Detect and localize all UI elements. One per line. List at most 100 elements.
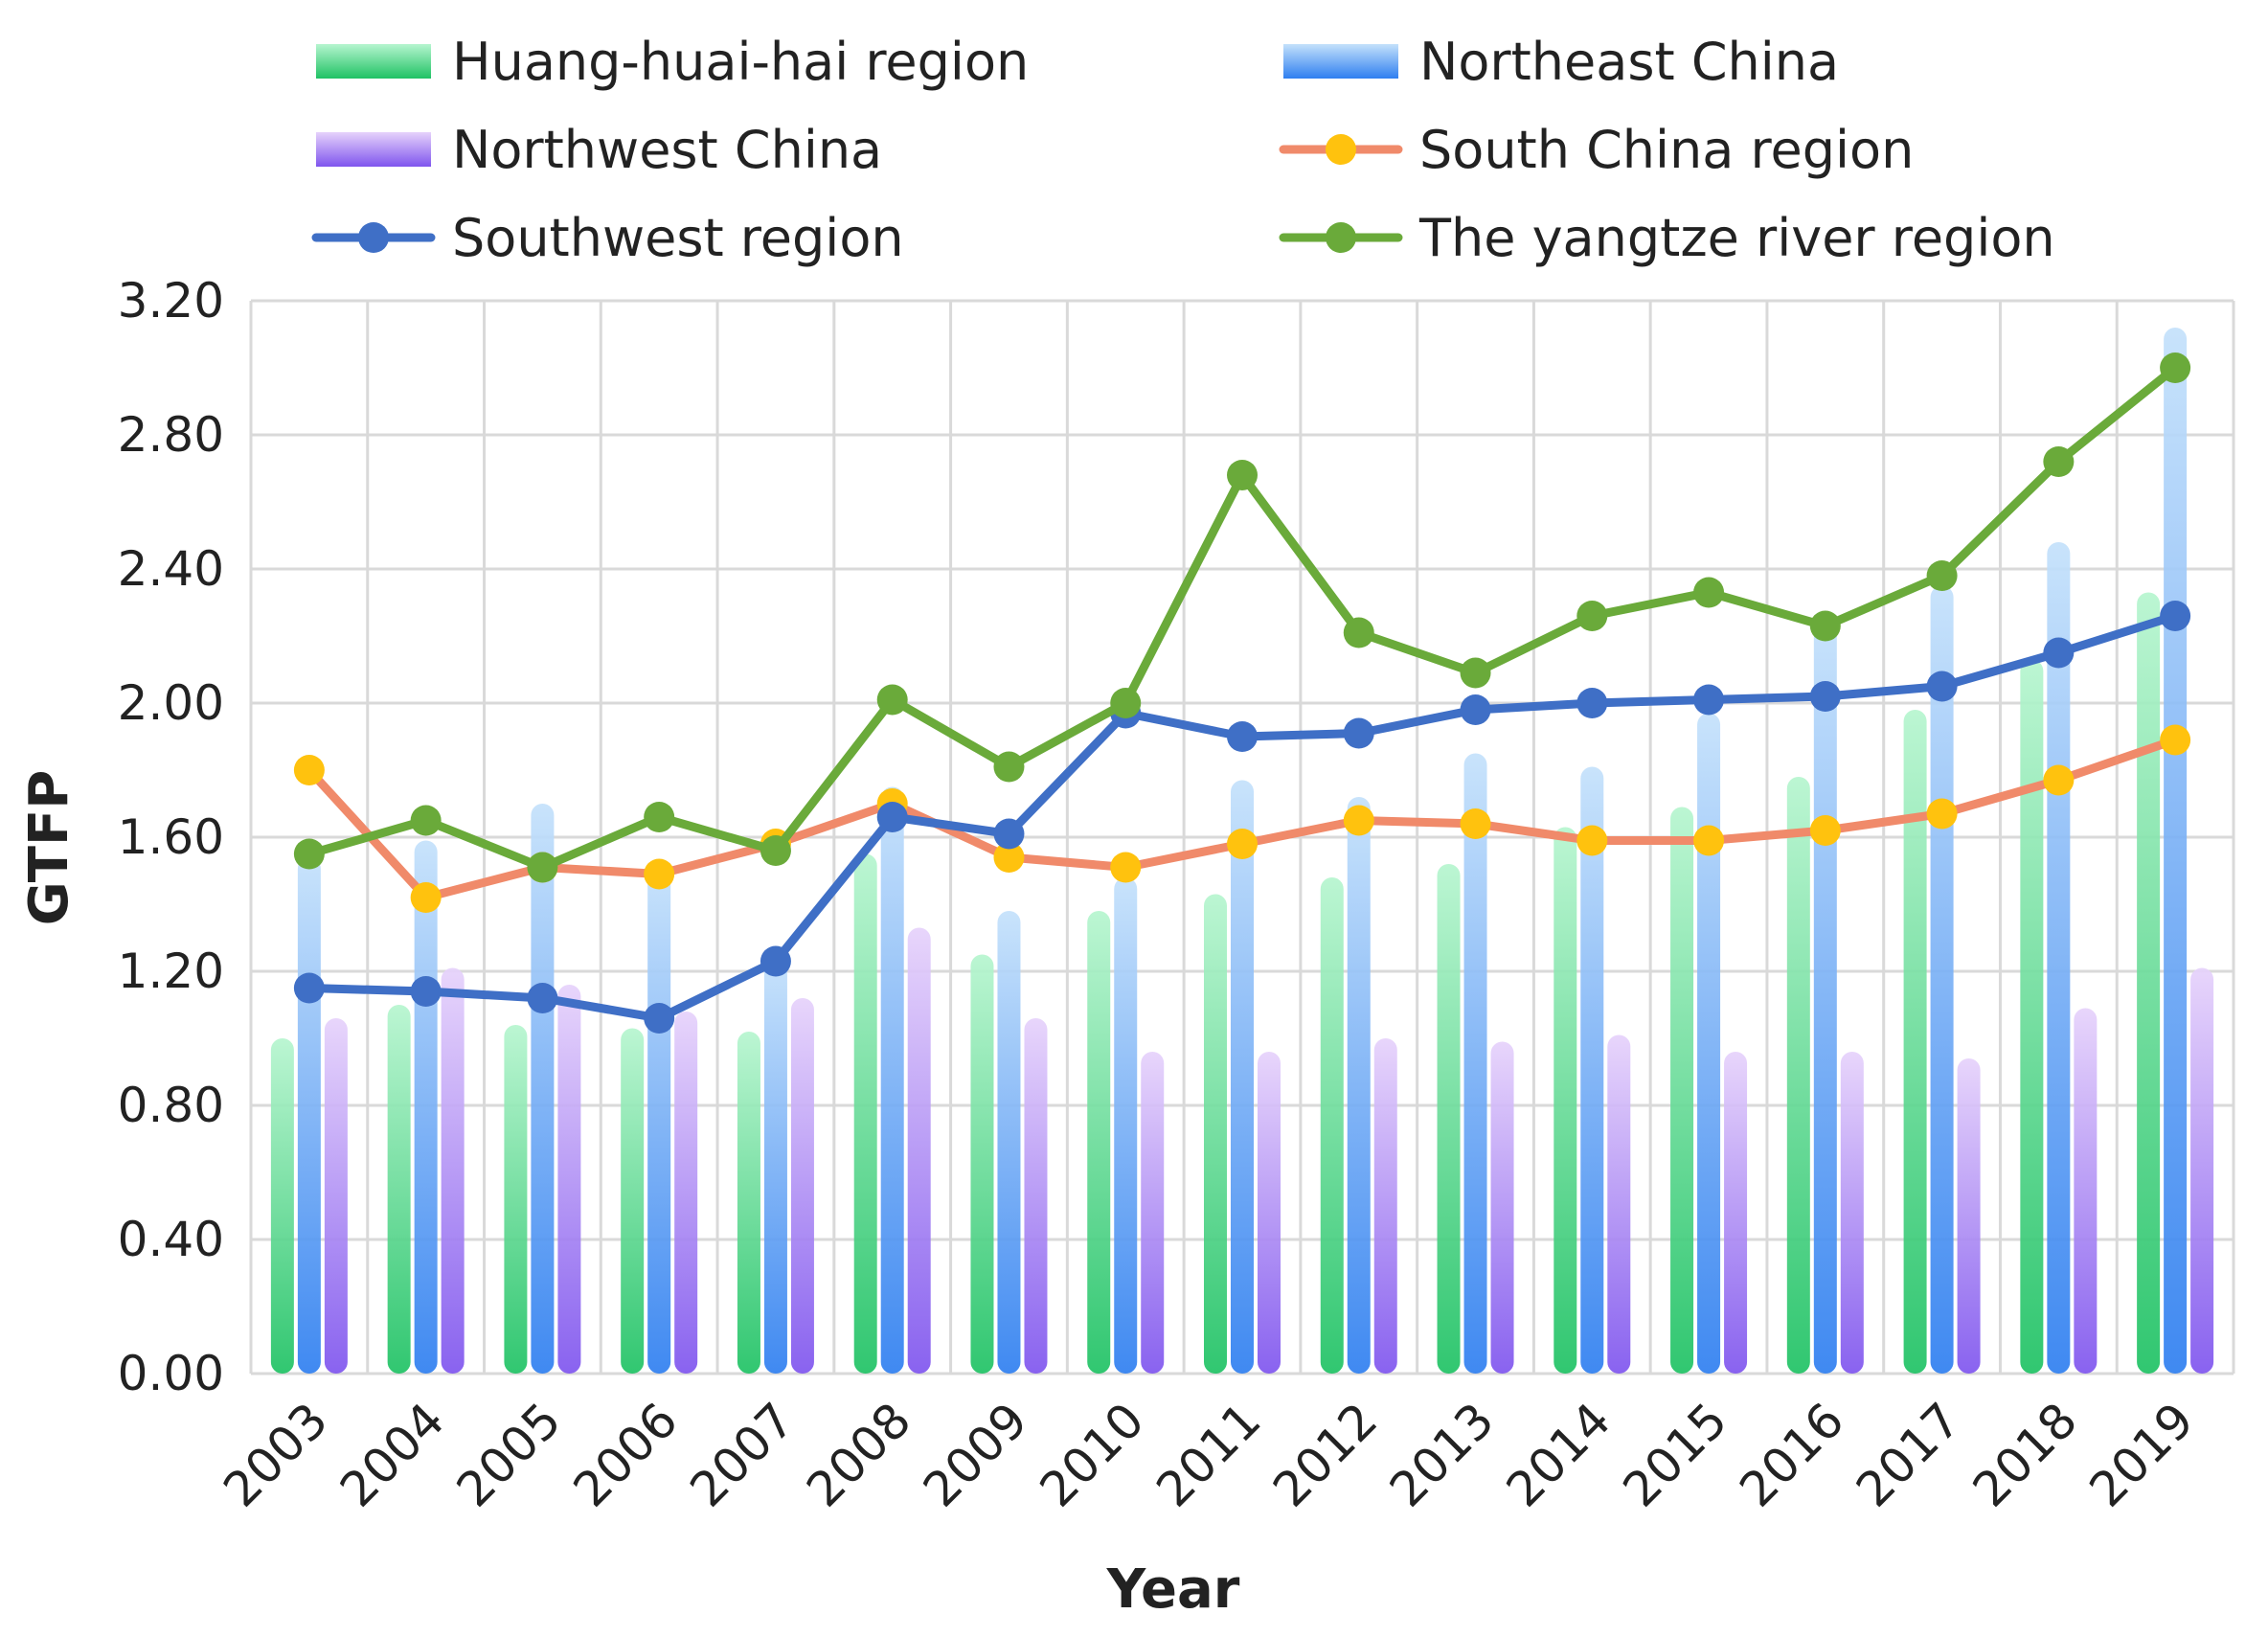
point-the-yangtze-river-region <box>644 802 675 832</box>
legend-item-northwest-china[interactable]: Northwest China <box>316 120 882 180</box>
legend-label: South China region <box>1419 120 1914 180</box>
legend-item-the-yangtze-river-region[interactable]: The yangtze river region <box>1279 208 2055 268</box>
bar-huang-huai-hai-region <box>970 954 994 1374</box>
point-the-yangtze-river-region <box>1227 460 1258 490</box>
bar-northwest-china <box>907 927 931 1374</box>
legend-label: Southwest region <box>452 208 904 268</box>
point-southwest-region <box>1460 694 1491 725</box>
bar-northwest-china <box>1840 1052 1864 1374</box>
x-tick-label: 2003 <box>213 1392 338 1517</box>
x-tick-label: 2010 <box>1030 1392 1155 1517</box>
point-the-yangtze-river-region <box>1343 617 1374 648</box>
x-axis-ticks: 2003200420052006200720082009201020112012… <box>213 1392 2204 1517</box>
x-tick-label: 2016 <box>1729 1392 1854 1517</box>
y-tick-label: 2.80 <box>118 407 224 463</box>
bar-northeast-china <box>1813 619 1837 1374</box>
point-the-yangtze-river-region <box>993 751 1025 783</box>
x-tick-label: 2017 <box>1846 1392 1971 1517</box>
point-the-yangtze-river-region <box>760 835 791 866</box>
y-tick-label: 2.40 <box>118 541 224 597</box>
bar-northwest-china <box>2190 967 2214 1374</box>
legend-item-northeast-china[interactable]: Northeast China <box>1283 32 1839 92</box>
y-tick-label: 2.00 <box>118 675 224 731</box>
bar-huang-huai-hai-region <box>2020 659 2044 1374</box>
point-south-china-region <box>2043 764 2075 796</box>
legend-item-south-china-region[interactable]: South China region <box>1279 120 1914 180</box>
y-tick-label: 1.60 <box>118 809 224 865</box>
point-south-china-region <box>1693 825 1725 856</box>
y-tick-label: 0.80 <box>118 1078 224 1133</box>
legend-label: Huang-huai-hai region <box>452 32 1029 92</box>
bar-northwest-china <box>790 998 814 1374</box>
legend-label: The yangtze river region <box>1418 208 2055 268</box>
bars <box>270 328 2214 1374</box>
bar-northeast-china <box>531 804 555 1374</box>
bar-northwest-china <box>441 967 465 1374</box>
legend: Huang-huai-hai region Northeast China Nort… <box>311 32 2055 268</box>
bar-northeast-china <box>1580 766 1604 1374</box>
bar-northeast-china <box>1463 753 1487 1374</box>
legend-label: Northeast China <box>1419 32 1839 92</box>
x-tick-label: 2019 <box>2079 1392 2205 1517</box>
point-southwest-region <box>1343 717 1374 749</box>
point-south-china-region <box>2160 724 2191 756</box>
point-the-yangtze-river-region <box>2160 352 2191 383</box>
x-tick-label: 2005 <box>446 1392 572 1517</box>
point-south-china-region <box>1809 815 1841 846</box>
legend-item-huang-huai-hai-region[interactable]: Huang-huai-hai region <box>316 32 1029 92</box>
bar-northeast-china <box>1930 585 1954 1374</box>
legend-item-southwest-region[interactable]: Southwest region <box>311 208 904 268</box>
point-the-yangtze-river-region <box>527 852 558 883</box>
bar-huang-huai-hai-region <box>853 853 877 1374</box>
bar-northeast-china <box>997 911 1021 1374</box>
point-the-yangtze-river-region <box>1110 688 1142 718</box>
point-the-yangtze-river-region <box>1576 601 1608 631</box>
point-the-yangtze-river-region <box>410 805 442 836</box>
bar-huang-huai-hai-region <box>1320 877 1344 1374</box>
point-south-china-region <box>993 842 1025 873</box>
point-southwest-region <box>760 945 791 977</box>
bar-northwest-china <box>1607 1034 1631 1374</box>
bar-huang-huai-hai-region <box>1670 807 1694 1374</box>
point-south-china-region <box>1227 829 1258 859</box>
legend-marker <box>1326 222 1356 253</box>
point-southwest-region <box>1926 671 1958 702</box>
x-tick-label: 2004 <box>329 1392 455 1517</box>
point-south-china-region <box>644 858 675 890</box>
legend-marker <box>358 222 389 253</box>
point-southwest-region <box>1809 681 1841 712</box>
point-southwest-region <box>993 818 1025 850</box>
x-tick-label: 2018 <box>1962 1392 2088 1517</box>
bar-northeast-china <box>763 958 787 1374</box>
legend-swatch <box>316 132 431 167</box>
bar-northwest-china <box>557 985 581 1374</box>
bar-huang-huai-hai-region <box>504 1025 528 1374</box>
point-the-yangtze-river-region <box>1693 577 1725 608</box>
x-axis-title: Year <box>1106 1558 1240 1621</box>
bar-huang-huai-hai-region <box>1903 710 1927 1374</box>
point-southwest-region <box>1227 721 1258 752</box>
point-southwest-region <box>410 976 442 1007</box>
bar-northeast-china <box>1114 877 1138 1374</box>
point-south-china-region <box>1576 825 1608 856</box>
point-the-yangtze-river-region <box>2043 446 2075 477</box>
x-tick-label: 2015 <box>1613 1392 1738 1517</box>
bar-northwest-china <box>1024 1018 1048 1374</box>
bar-huang-huai-hai-region <box>1437 864 1461 1374</box>
y-tick-label: 3.20 <box>118 273 224 329</box>
x-tick-label: 2006 <box>563 1392 689 1517</box>
lines <box>293 352 2191 1034</box>
point-southwest-region <box>644 1003 675 1034</box>
bar-huang-huai-hai-region <box>1204 894 1227 1374</box>
bar-northeast-china <box>1697 713 1721 1374</box>
y-tick-label: 0.40 <box>118 1212 224 1267</box>
bar-northwest-china <box>1957 1058 1981 1374</box>
legend-marker <box>1326 134 1356 165</box>
legend-swatch <box>1283 44 1398 79</box>
bar-northwest-china <box>674 1012 698 1374</box>
point-the-yangtze-river-region <box>1460 657 1491 689</box>
bar-northeast-china <box>1347 797 1371 1374</box>
bar-northwest-china <box>1373 1038 1397 1374</box>
bar-huang-huai-hai-region <box>1554 827 1577 1374</box>
